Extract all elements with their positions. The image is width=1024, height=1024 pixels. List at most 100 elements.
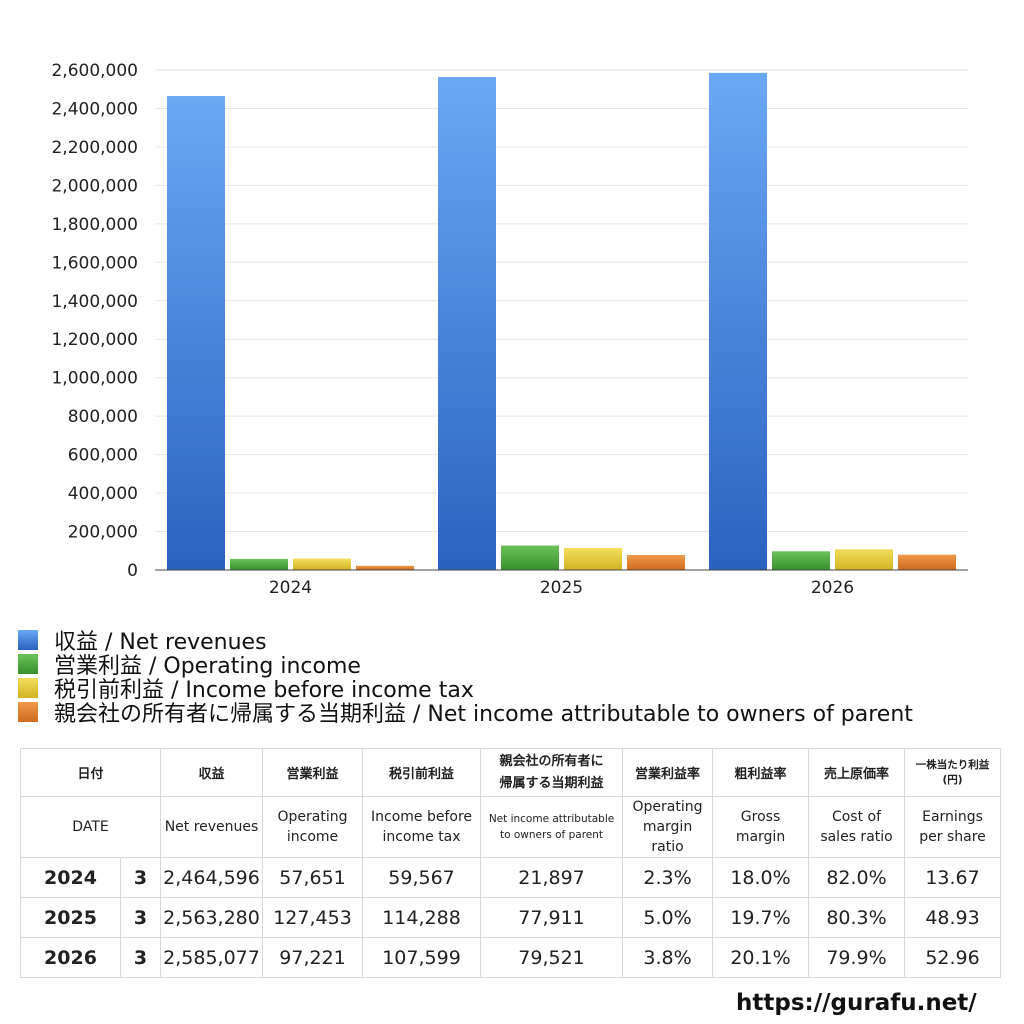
- bar-income-before-tax-2025: [564, 548, 622, 570]
- cell-operating-margin: 5.0%: [622, 897, 714, 938]
- x-tick-label: 2026: [811, 578, 854, 598]
- cell-gross-margin: 18.0%: [712, 857, 810, 898]
- cell-net-income-parent: 21,897: [480, 857, 624, 898]
- header-operating-margin-en: Operating margin ratio: [622, 796, 714, 858]
- cell-revenues: 2,464,596: [160, 857, 264, 898]
- legend-item-income-before-tax: 税引前利益 / Income before income tax: [18, 676, 913, 703]
- header-net-income-parent-jp: 親会社の所有者に 帰属する当期利益: [480, 748, 624, 797]
- header-revenues-jp: 収益: [160, 748, 264, 797]
- legend-swatch-operating-income: [18, 654, 38, 674]
- header-cost-of-sales-jp: 売上原価率: [808, 748, 906, 797]
- cell-cost-of-sales: 79.9%: [808, 937, 906, 978]
- header-text: Gross: [740, 809, 781, 825]
- legend-item-net-income-parent: 親会社の所有者に帰属する当期利益 / Net income attributab…: [18, 700, 913, 727]
- y-tick-label: 2,000,000: [51, 176, 138, 196]
- legend-label: 税引前利益 / Income before income tax: [54, 678, 474, 703]
- header-date-jp: 日付: [19, 748, 162, 797]
- site-url: https://gurafu.net/: [736, 990, 977, 1016]
- table-header-jp: 日付 収益 営業利益 税引前利益 親会社の所有者に 帰属する当期利益 営業利益率…: [19, 748, 1002, 797]
- cell-gross-margin: 19.7%: [712, 897, 810, 938]
- financial-data-table: 日付 収益 営業利益 税引前利益 親会社の所有者に 帰属する当期利益 営業利益率…: [19, 748, 1002, 978]
- bars: [167, 72, 956, 571]
- cell-revenues: 2,563,280: [160, 897, 264, 938]
- header-income-before-tax-jp: 税引前利益: [362, 748, 482, 797]
- gridlines: [155, 69, 968, 571]
- cell-operating-margin: 2.3%: [622, 857, 714, 898]
- bar-income-before-tax-2024: [293, 558, 351, 570]
- header-text: per share: [919, 829, 986, 845]
- header-text: Income before: [371, 809, 473, 825]
- y-tick-label: 1,000,000: [51, 369, 138, 389]
- bar-net-income-parent-2026: [898, 554, 956, 570]
- header-revenues-en: Net revenues: [160, 796, 264, 858]
- header-gross-margin-en: Gross margin: [712, 796, 810, 858]
- header-eps-jp: 一株当たり利益 (円): [904, 748, 1002, 797]
- cell-eps: 13.67: [904, 857, 1002, 898]
- bar-net-revenues-2025: [438, 77, 496, 571]
- x-tick-label: 2024: [269, 578, 312, 598]
- header-text: Earnings: [922, 809, 983, 825]
- cell-net-income-parent: 77,911: [480, 897, 624, 938]
- table-row: 2024 3 2,464,596 57,651 59,567 21,897 2.…: [20, 857, 1002, 898]
- bar-chart: 0 200,000 400,000 600,000 800,000 1,000,000 1,…: [51, 61, 968, 598]
- cell-operating-margin: 3.8%: [622, 937, 714, 978]
- header-text: sales ratio: [820, 829, 893, 845]
- y-tick-label: 200,000: [68, 523, 138, 543]
- cell-operating-income: 57,651: [262, 857, 364, 898]
- y-tick-label: 0: [127, 561, 138, 581]
- cell-eps: 48.93: [904, 897, 1002, 938]
- legend-label: 収益 / Net revenues: [54, 630, 267, 655]
- header-text: (円): [942, 773, 963, 786]
- x-axis-tick-labels: 2024 2025 2026: [269, 578, 854, 598]
- y-tick-label: 400,000: [68, 484, 138, 504]
- header-text: margin: [735, 829, 786, 845]
- y-tick-label: 1,600,000: [51, 253, 138, 273]
- header-text: income tax: [382, 829, 461, 845]
- bar-operating-income-2026: [772, 551, 830, 570]
- y-tick-label: 1,400,000: [51, 292, 138, 312]
- header-text: income: [286, 829, 339, 845]
- y-tick-label: 1,200,000: [51, 330, 138, 350]
- header-text: 一株当たり利益: [915, 758, 990, 771]
- cell-gross-margin: 20.1%: [712, 937, 810, 978]
- header-text: Net income attributable: [488, 813, 615, 825]
- cell-net-income-parent: 79,521: [480, 937, 624, 978]
- header-text: Cost of: [831, 809, 882, 825]
- header-text: 帰属する当期利益: [499, 775, 604, 791]
- cell-year: 2026: [20, 937, 121, 978]
- header-text: ratio: [651, 839, 684, 855]
- header-text: Operating: [632, 799, 703, 815]
- cell-income-before-tax: 114,288: [362, 897, 482, 938]
- header-text: 親会社の所有者に: [499, 753, 604, 769]
- table-header-en: DATE Net revenues Operating income Incom…: [19, 796, 1002, 858]
- header-eps-en: Earnings per share: [904, 796, 1002, 858]
- y-tick-label: 800,000: [68, 407, 138, 427]
- header-date-en: DATE: [19, 796, 162, 858]
- bar-net-income-parent-2024: [356, 565, 414, 570]
- legend-label: 営業利益 / Operating income: [54, 654, 361, 679]
- cell-month: 3: [119, 857, 162, 898]
- cell-eps: 52.96: [904, 937, 1002, 978]
- cell-month: 3: [119, 937, 162, 978]
- cell-income-before-tax: 59,567: [362, 857, 482, 898]
- legend-label: 親会社の所有者に帰属する当期利益 / Net income attributab…: [54, 702, 913, 727]
- table-row: 2025 3 2,563,280 127,453 114,288 77,911 …: [20, 897, 1002, 938]
- bar-operating-income-2024: [230, 558, 288, 570]
- table-row: 2026 3 2,585,077 97,221 107,599 79,521 3…: [20, 937, 1002, 978]
- bar-income-before-tax-2026: [835, 549, 893, 570]
- header-net-income-parent-en: Net income attributable to owners of par…: [480, 796, 624, 858]
- cell-operating-income: 97,221: [262, 937, 364, 978]
- cell-income-before-tax: 107,599: [362, 937, 482, 978]
- bar-operating-income-2025: [501, 545, 559, 570]
- header-operating-income-jp: 営業利益: [262, 748, 364, 797]
- y-tick-label: 1,800,000: [51, 215, 138, 235]
- header-text: Operating: [277, 809, 348, 825]
- cell-operating-income: 127,453: [262, 897, 364, 938]
- chart-legend: 収益 / Net revenues 営業利益 / Operating incom…: [18, 628, 913, 727]
- header-text: margin: [642, 819, 693, 835]
- y-axis-tick-labels: 0 200,000 400,000 600,000 800,000 1,000,000 1,…: [51, 61, 138, 581]
- cell-revenues: 2,585,077: [160, 937, 264, 978]
- legend-swatch-income-before-tax: [18, 678, 38, 698]
- legend-swatch-net-revenues: [18, 630, 38, 650]
- bar-net-revenues-2024: [167, 96, 225, 570]
